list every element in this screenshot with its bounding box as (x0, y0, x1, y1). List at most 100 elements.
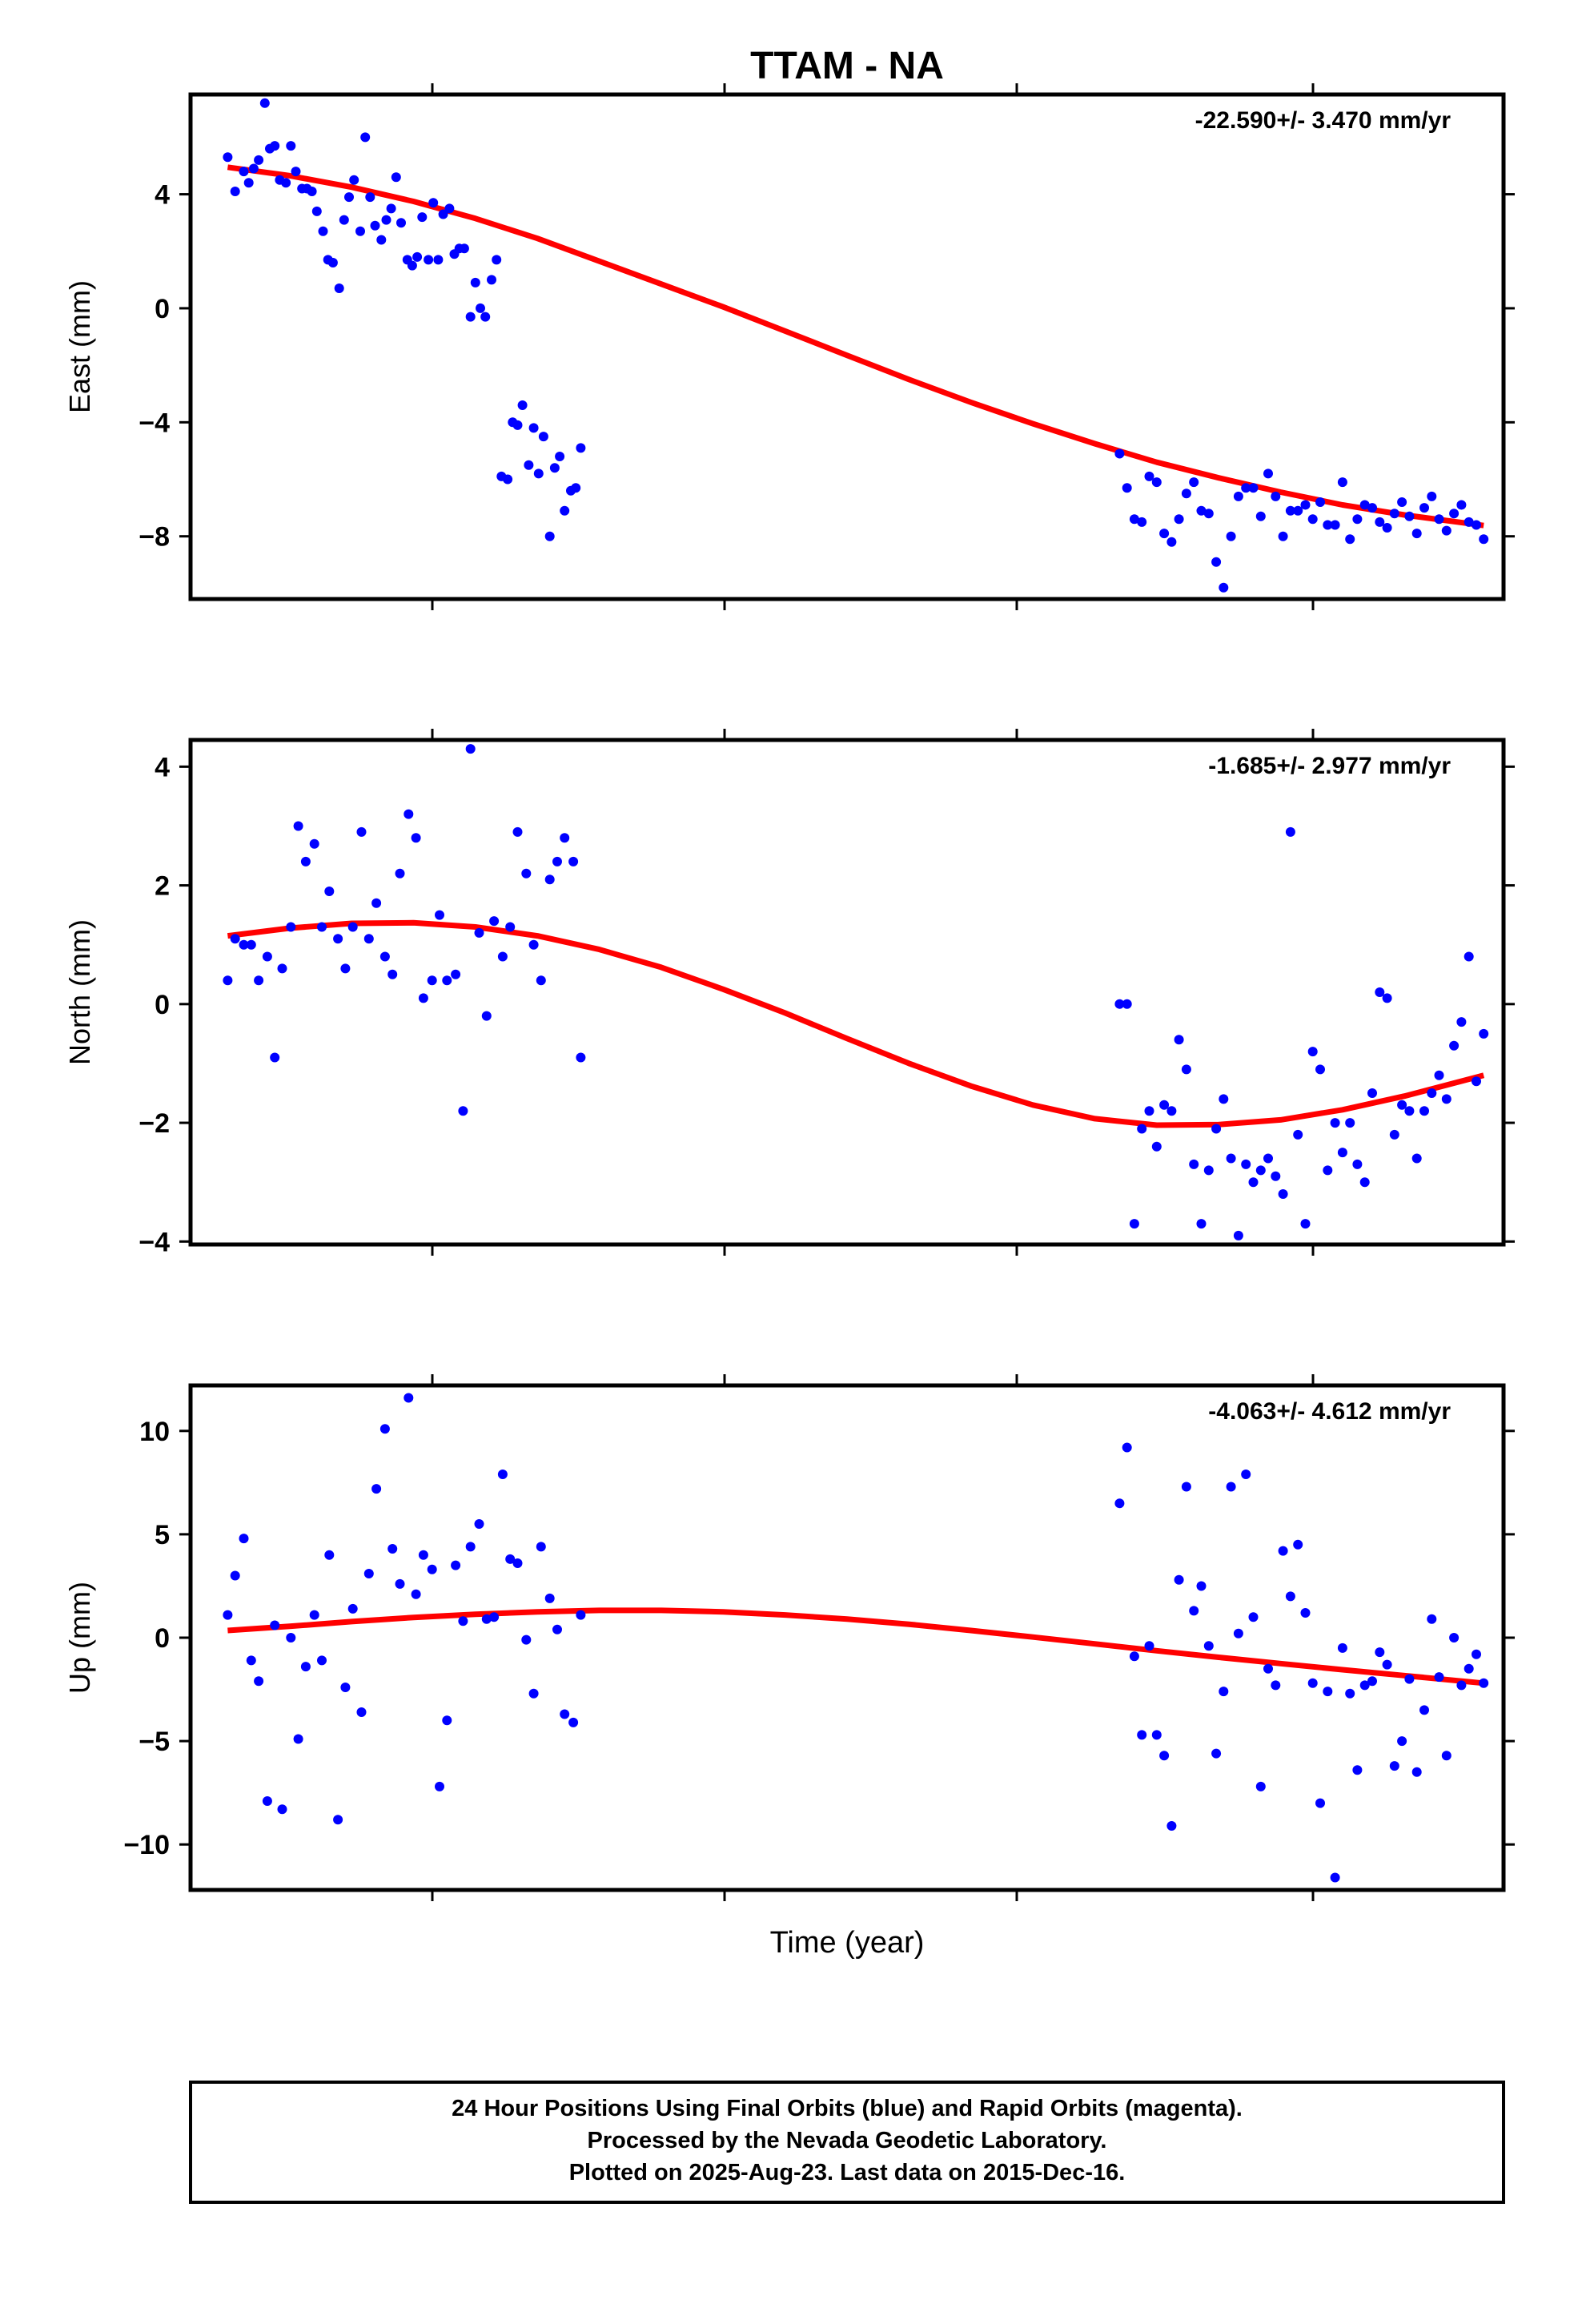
up-data-point (411, 1589, 421, 1599)
up-data-point (1367, 1676, 1377, 1687)
east-data-point (318, 226, 328, 236)
north-data-point (1129, 1219, 1139, 1229)
east-data-point (396, 218, 406, 228)
east-data-point (1114, 448, 1125, 459)
east-data-point (281, 178, 291, 188)
up-data-point (497, 1470, 508, 1479)
north-data-point (270, 1052, 280, 1063)
east-data-point (480, 312, 491, 322)
north-y-tick-label: −4 (139, 1227, 170, 1257)
chart-title: TTAM - NA (750, 45, 944, 87)
north-data-point (333, 934, 343, 944)
north-data-point (1181, 1064, 1191, 1075)
north-data-point (1159, 1100, 1170, 1110)
east-data-point (1174, 514, 1184, 525)
east-data-point (1181, 489, 1191, 499)
north-data-point (1144, 1106, 1154, 1116)
up-data-point (239, 1534, 249, 1544)
north-data-point (347, 922, 358, 932)
north-data-point (293, 821, 303, 831)
north-data-point (262, 951, 272, 962)
east-data-point (544, 531, 555, 541)
north-data-point (1278, 1189, 1288, 1199)
panels: 4 0 −4 −8 East (mm) -22.590+/- 3.470 mm/yr 4 2 0… (63, 83, 1515, 1901)
up-data-point (246, 1655, 256, 1666)
up-data-point (474, 1519, 484, 1529)
east-data-point (386, 203, 396, 214)
up-data-point (1293, 1539, 1303, 1550)
up-data-point (333, 1815, 343, 1825)
north-data-point (1255, 1165, 1266, 1176)
north-data-point (254, 975, 264, 986)
east-data-point (223, 152, 233, 163)
north-data-point (1427, 1088, 1437, 1098)
north-data-point (1114, 999, 1125, 1009)
up-data-point (254, 1676, 264, 1687)
up-data-point (1359, 1680, 1370, 1691)
up-data-point (404, 1393, 414, 1403)
north-data-point (1441, 1094, 1452, 1104)
up-data-point (1271, 1680, 1281, 1691)
up-data-point (1137, 1730, 1147, 1740)
up-data-point (1219, 1687, 1229, 1697)
north-data-point (1226, 1153, 1236, 1164)
north-data-point (277, 963, 287, 974)
east-data-point (334, 283, 344, 293)
north-data-point (1404, 1106, 1415, 1116)
east-data-point (512, 420, 523, 430)
north-data-point (528, 939, 539, 950)
north-data-point (309, 838, 319, 849)
east-data-point (365, 192, 375, 203)
north-fit-line (227, 919, 1485, 1128)
north-data-point (418, 993, 428, 1003)
north-data-point (552, 856, 562, 866)
up-data-point (427, 1564, 437, 1574)
north-data-point (1359, 1177, 1370, 1188)
up-data-point (435, 1781, 444, 1791)
north-data-point (395, 868, 405, 879)
north-data-point (544, 875, 555, 885)
east-data-point (1337, 477, 1347, 488)
x-axis-label: Time (year) (770, 1926, 925, 1960)
north-data-point (1263, 1153, 1273, 1164)
east-y-axis-label: East (mm) (63, 280, 96, 413)
east-data-point (438, 209, 448, 219)
east-data-point (424, 255, 434, 265)
north-data-point (451, 969, 461, 979)
east-y-tick-label: −4 (139, 408, 170, 438)
north-data-point (324, 887, 335, 896)
north-data-point (286, 922, 296, 932)
east-data-point (1323, 520, 1333, 530)
east-data-point (391, 172, 401, 183)
up-data-point (489, 1612, 500, 1622)
east-data-point (1389, 509, 1399, 519)
east-data-point (1189, 477, 1199, 488)
north-data-point (1382, 993, 1392, 1003)
up-data-point (552, 1624, 562, 1634)
east-data-point (1382, 523, 1392, 533)
east-data-point (1137, 517, 1147, 527)
east-data-point (1159, 529, 1170, 539)
up-data-point (505, 1554, 516, 1564)
east-y-tick-label: 4 (155, 180, 170, 211)
north-data-point (512, 826, 523, 837)
up-data-point (395, 1578, 405, 1589)
east-panel: 4 0 −4 −8 East (mm) -22.590+/- 3.470 mm/yr (63, 83, 1515, 610)
east-data-point (1293, 505, 1303, 516)
east-data-point (433, 255, 444, 265)
up-data-point (347, 1603, 358, 1614)
north-y-axis-label: North (mm) (63, 919, 96, 1065)
east-data-point (291, 167, 301, 177)
up-data-point (1203, 1641, 1214, 1651)
north-data-point (1241, 1159, 1251, 1169)
up-data-point (521, 1634, 532, 1645)
up-data-point (481, 1614, 492, 1624)
east-data-point (1211, 557, 1222, 567)
east-data-point (428, 198, 439, 208)
east-data-point (487, 275, 496, 285)
up-data-point (568, 1717, 579, 1727)
north-data-point (1397, 1100, 1407, 1110)
east-data-point (1404, 511, 1415, 521)
east-data-point (355, 226, 365, 236)
up-data-point (324, 1550, 335, 1560)
